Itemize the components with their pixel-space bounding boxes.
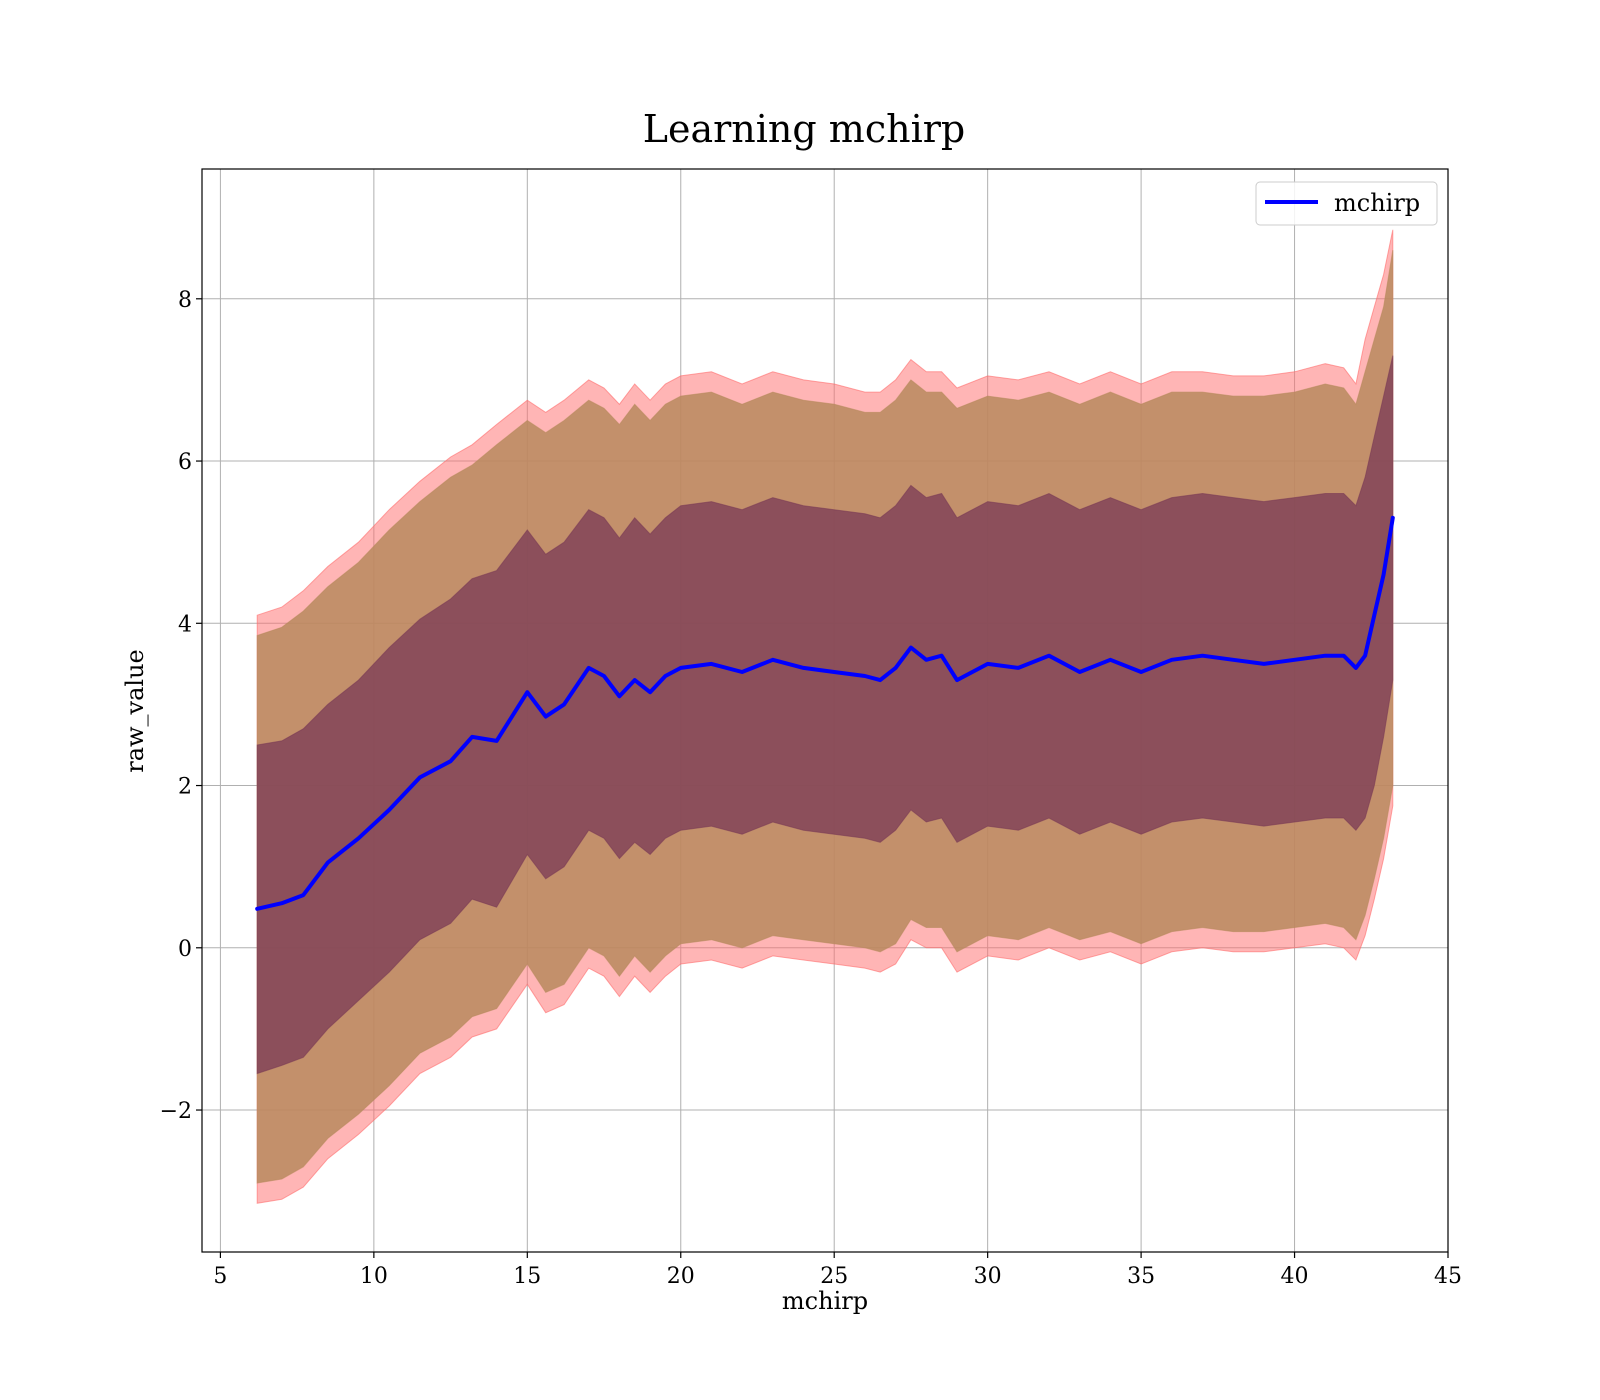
x-tick-label: 35	[1127, 1264, 1155, 1289]
x-tick-label: 5	[213, 1264, 227, 1289]
chart-title: Learning mchirp	[643, 107, 965, 151]
x-tick-label: 20	[667, 1264, 695, 1289]
y-axis-label: raw_value	[121, 649, 149, 773]
legend-box	[1255, 181, 1438, 226]
series-line-mchirp	[255, 515, 1395, 911]
x-tick-label: 25	[820, 1264, 848, 1289]
y-tick-label: 0	[178, 937, 192, 962]
y-tick-label: −2	[160, 1099, 192, 1124]
band-inner	[256, 355, 1394, 1075]
x-tick-label: 45	[1434, 1264, 1462, 1289]
legend-label: mchirp	[1334, 189, 1420, 217]
y-tick-label: 4	[178, 612, 192, 637]
y-axis-ticks: −2 0 2 4 6 8	[160, 288, 202, 1124]
x-axis-ticks: 5 10 15 20 25 30 35 40 45	[213, 1252, 1462, 1289]
bands	[256, 229, 1394, 1204]
y-tick-label: 2	[178, 775, 192, 800]
plot-frame	[201, 168, 1449, 1253]
x-tick-label: 40	[1281, 1264, 1309, 1289]
x-tick-label: 10	[360, 1264, 388, 1289]
legend: mchirp	[1255, 181, 1438, 226]
y-tick-label: 8	[178, 288, 192, 313]
y-tick-label: 6	[178, 450, 192, 475]
x-tick-label: 15	[513, 1264, 541, 1289]
x-tick-label: 30	[974, 1264, 1002, 1289]
series-lines	[255, 515, 1395, 911]
x-axis-label: mchirp	[782, 1287, 868, 1315]
